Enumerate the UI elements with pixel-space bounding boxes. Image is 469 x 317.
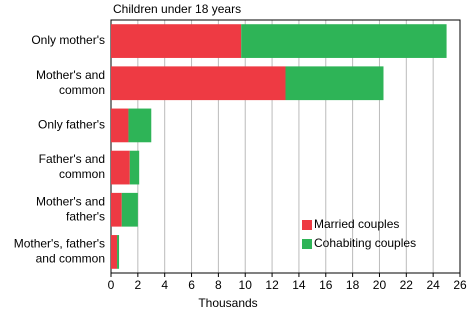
- x-tick-label: 0: [108, 278, 115, 292]
- bar-segment: [111, 235, 118, 269]
- y-tick-label: Mother's and father's: [36, 194, 105, 223]
- x-tick-label: 10: [239, 278, 253, 292]
- y-tick-label: Father's and common: [39, 152, 105, 181]
- x-tick-label: 18: [346, 278, 360, 292]
- x-tick-label: 4: [161, 278, 168, 292]
- bar-segment: [128, 108, 152, 143]
- x-tick-label: 20: [373, 278, 387, 292]
- x-tick-label: 2: [135, 278, 142, 292]
- y-tick-label: Mother's and common: [36, 68, 105, 97]
- bar-segment: [121, 192, 138, 227]
- chart-title: Children under 18 years: [113, 2, 241, 16]
- x-tick-label: 14: [292, 278, 306, 292]
- legend-swatch: [302, 239, 312, 249]
- bar-segment: [111, 66, 286, 101]
- bar-segment: [111, 24, 242, 58]
- bar-segment: [285, 66, 384, 101]
- legend-label: Cohabiting couples: [314, 236, 416, 250]
- bar-segment: [129, 150, 140, 185]
- x-tick-label: 12: [265, 278, 279, 292]
- x-axis-label: Thousands: [198, 296, 257, 310]
- plot-frame: [110, 19, 461, 274]
- x-tick-label: 16: [319, 278, 333, 292]
- x-tick-label: 22: [400, 278, 414, 292]
- x-tick-label: 6: [188, 278, 195, 292]
- bar-segment: [111, 108, 129, 143]
- x-tick-label: 8: [215, 278, 222, 292]
- y-tick-label: Mother's, father's and common: [14, 237, 105, 266]
- bar-segment: [111, 150, 130, 185]
- x-tick-label: 24: [426, 278, 440, 292]
- y-tick-label: Only mother's: [31, 33, 105, 47]
- bar-segment: [241, 24, 447, 58]
- bar-segment: [111, 192, 122, 227]
- y-tick-label: Only father's: [38, 118, 105, 132]
- legend-swatch: [302, 220, 312, 230]
- legend-label: Married couples: [314, 217, 399, 231]
- bar-segment: [117, 235, 120, 269]
- x-tick-label: 26: [453, 278, 467, 292]
